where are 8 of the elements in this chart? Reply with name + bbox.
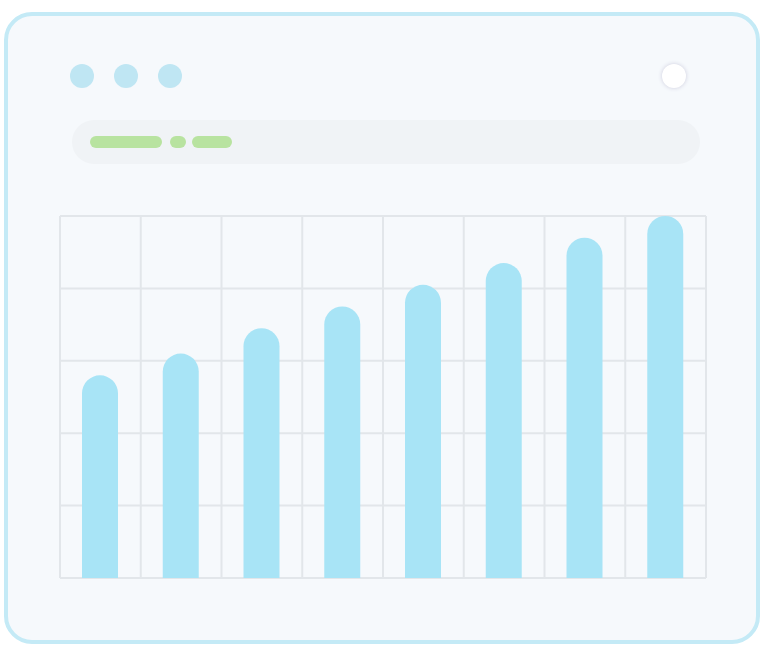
bar — [162, 353, 199, 578]
bar — [82, 375, 118, 578]
bar — [405, 284, 441, 578]
bar — [647, 216, 684, 578]
bar — [485, 263, 522, 578]
bar — [243, 328, 280, 578]
bar — [324, 306, 361, 578]
bar — [566, 237, 603, 578]
